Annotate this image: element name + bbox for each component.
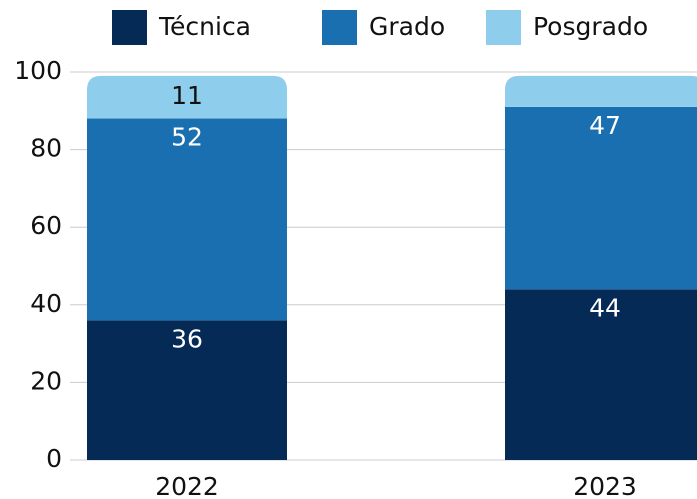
x-tick-label: 2023 bbox=[573, 472, 637, 499]
data-label: 52 bbox=[171, 123, 203, 152]
legend-label: Posgrado bbox=[533, 12, 648, 41]
bar-segment bbox=[505, 75, 697, 107]
data-label: 11 bbox=[171, 81, 203, 110]
legend-label: Grado bbox=[369, 12, 445, 41]
bar-segment bbox=[87, 75, 287, 119]
data-label: 44 bbox=[589, 293, 621, 322]
y-tick-label: 40 bbox=[30, 289, 62, 318]
legend-swatch bbox=[486, 10, 521, 45]
legend-swatch bbox=[112, 10, 147, 45]
y-tick-label: 0 bbox=[46, 444, 62, 473]
bar-segment bbox=[505, 106, 697, 290]
y-tick-label: 60 bbox=[30, 211, 62, 240]
y-tick-label: 100 bbox=[14, 56, 62, 85]
bar-segment bbox=[505, 289, 697, 460]
data-label: 47 bbox=[589, 111, 621, 140]
x-tick-label: 2022 bbox=[155, 472, 219, 499]
data-label: 36 bbox=[171, 324, 203, 353]
bar-segment bbox=[87, 320, 287, 460]
bar-segment bbox=[87, 118, 287, 321]
legend-label: Técnica bbox=[158, 12, 251, 41]
y-tick-label: 80 bbox=[30, 134, 62, 163]
legend-swatch bbox=[322, 10, 357, 45]
y-tick-label: 20 bbox=[30, 366, 62, 395]
